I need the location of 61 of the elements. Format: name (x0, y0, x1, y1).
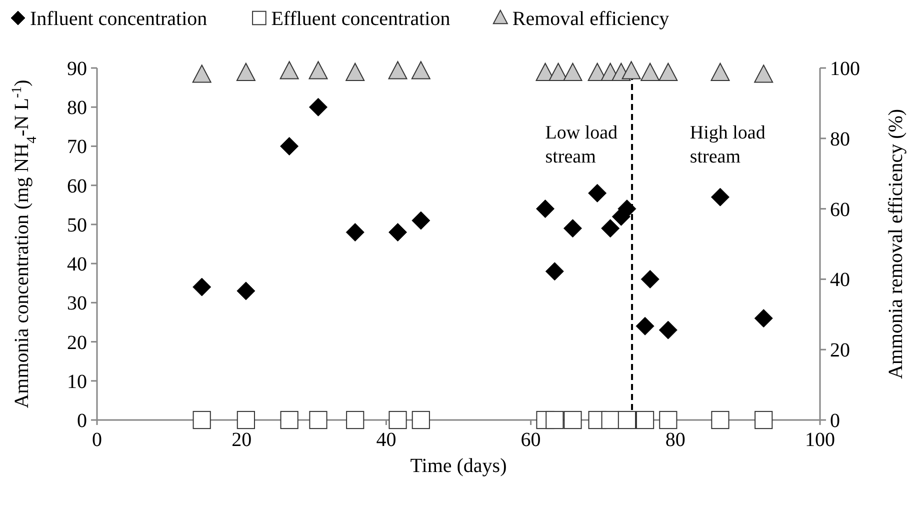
annotation: Low load stream (545, 122, 618, 168)
x-tick-label: 20 (232, 429, 252, 451)
point (388, 410, 407, 430)
legend-label: Effluent concentration (271, 8, 450, 30)
point (192, 278, 212, 296)
x-tick-label: 100 (805, 429, 835, 451)
annotation: High load stream (690, 122, 766, 168)
y-tick-label: 10 (67, 370, 87, 393)
point (412, 410, 430, 430)
point (754, 309, 773, 328)
point (308, 98, 328, 116)
point (388, 223, 408, 242)
point (618, 410, 636, 430)
point (588, 184, 607, 202)
point (711, 410, 730, 430)
y-tick-label: 90 (67, 58, 87, 80)
legend-label: Influent concentration (30, 8, 208, 30)
y-tick-label: 70 (67, 136, 87, 158)
point (236, 282, 256, 300)
point (658, 320, 678, 340)
point (636, 316, 654, 336)
legend-label: Removal efficiency (512, 8, 670, 30)
point (636, 410, 654, 430)
y-tick-label: 40 (67, 254, 87, 276)
point (309, 410, 328, 430)
point (601, 219, 620, 238)
x-tick-label: 40 (376, 429, 396, 451)
point (564, 410, 582, 430)
point (710, 188, 730, 206)
point (536, 200, 555, 218)
y-tick-label: 60 (67, 175, 87, 198)
point (346, 410, 364, 430)
x-tick-label: 60 (520, 429, 541, 451)
y-tick-label: 20 (67, 332, 87, 354)
x-tick-label: 0 (92, 429, 102, 451)
point (601, 410, 620, 430)
point (192, 410, 211, 430)
point (546, 410, 564, 430)
y2-tick-label: 80 (830, 128, 850, 150)
y-tick-label: 50 (67, 214, 87, 236)
point (659, 410, 678, 430)
point (280, 410, 298, 430)
point (754, 410, 773, 430)
y2-axis-title: Ammonia removal efficiency (%) (885, 108, 907, 380)
y2-tick-label: 60 (830, 198, 850, 221)
point (346, 223, 364, 242)
x-axis-title: Time (days) (410, 455, 507, 477)
x-tick-label: 80 (665, 429, 686, 451)
point (545, 262, 564, 281)
point (563, 219, 582, 238)
y-tick-label: 80 (67, 97, 87, 120)
y2-tick-label: 0 (830, 410, 840, 432)
point (280, 136, 299, 156)
y-tick-label: 30 (67, 292, 87, 315)
y-tick-label: 0 (77, 410, 87, 432)
y2-tick-label: 100 (830, 58, 860, 80)
point (236, 410, 255, 430)
point (640, 270, 660, 288)
y2-tick-label: 20 (830, 340, 850, 362)
y2-tick-label: 40 (830, 269, 850, 292)
point (412, 211, 430, 230)
